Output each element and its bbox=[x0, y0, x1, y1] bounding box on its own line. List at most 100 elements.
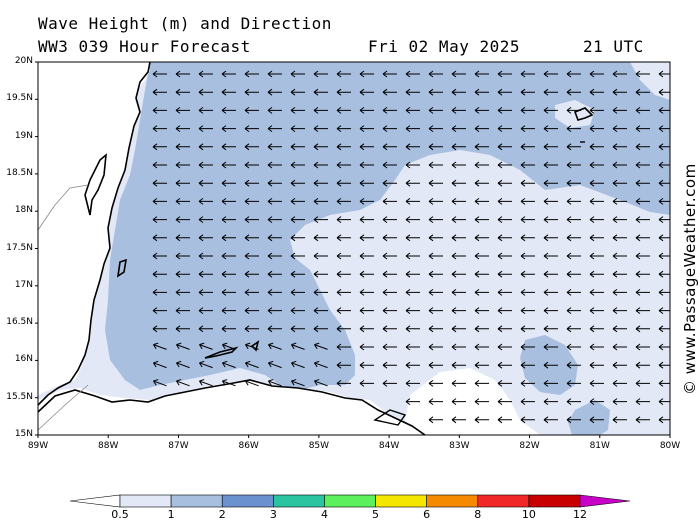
colorbar-label: 10 bbox=[521, 508, 536, 521]
wave-arrow bbox=[198, 143, 213, 151]
wave-arrow bbox=[612, 88, 627, 96]
wave-arrow bbox=[451, 107, 466, 114]
wave-arrow bbox=[244, 325, 259, 333]
wave-arrow bbox=[566, 234, 581, 242]
wave-arrow bbox=[244, 197, 259, 205]
wave-arrow bbox=[336, 88, 351, 96]
wave-arrow bbox=[543, 216, 558, 224]
wave-arrow bbox=[405, 252, 420, 260]
wave-arrow bbox=[589, 361, 604, 369]
wave-arrow bbox=[198, 270, 213, 278]
wave-arrow bbox=[612, 325, 627, 333]
colorbar-min-triangle bbox=[69, 494, 121, 508]
wave-arrow bbox=[221, 179, 236, 187]
wave-arrow bbox=[428, 416, 443, 424]
colorbar-label: 0.5 bbox=[111, 508, 129, 521]
wave-arrow bbox=[268, 360, 282, 369]
wave-arrow bbox=[543, 88, 558, 96]
colorbar-segment bbox=[170, 494, 223, 508]
wave-arrow bbox=[313, 252, 328, 260]
model-label: WW3 039 Hour Forecast bbox=[38, 37, 251, 56]
wave-arrow bbox=[359, 361, 374, 369]
wave-arrow bbox=[497, 307, 512, 315]
wave-arrow bbox=[405, 270, 420, 278]
wave-arrow bbox=[428, 252, 443, 260]
land-yucatan bbox=[38, 62, 150, 395]
wave-arrow bbox=[428, 197, 443, 205]
wave-arrow bbox=[382, 216, 397, 224]
wave-arrow bbox=[589, 88, 604, 96]
wave-arrow bbox=[152, 197, 167, 205]
wave-arrow bbox=[268, 379, 282, 387]
colorbar-label: 3 bbox=[269, 508, 277, 521]
wave-arrow bbox=[474, 270, 489, 278]
wave-arrow bbox=[152, 216, 167, 224]
wave-arrow bbox=[267, 307, 282, 315]
wave-arrow bbox=[175, 179, 190, 187]
wave-arrow bbox=[543, 343, 558, 351]
wave-arrow bbox=[497, 216, 512, 224]
wave-arrow bbox=[451, 234, 466, 242]
wave-arrow bbox=[198, 325, 213, 333]
wave-arrow bbox=[291, 360, 305, 369]
wave-arrow bbox=[290, 107, 305, 114]
colorbar-segment bbox=[119, 494, 172, 508]
wave-arrow bbox=[474, 398, 489, 406]
wave-arrow bbox=[267, 70, 282, 78]
wave-arrow bbox=[497, 197, 512, 205]
wave-arrow bbox=[543, 197, 558, 205]
wave-arrow bbox=[474, 216, 489, 224]
wave-arrow bbox=[290, 143, 305, 151]
wave-arrow bbox=[175, 125, 190, 133]
wave-arrow bbox=[658, 307, 670, 315]
wave-arrow bbox=[175, 325, 190, 333]
wave-arrow bbox=[451, 161, 466, 169]
colorbar-label: 12 bbox=[573, 508, 587, 521]
wave-arrow bbox=[221, 252, 236, 260]
island-mosquito-cays bbox=[373, 409, 407, 426]
wave-arrow bbox=[313, 307, 328, 315]
wave-arrow bbox=[589, 416, 604, 424]
wave-arrow bbox=[359, 379, 374, 387]
wave-arrow bbox=[314, 342, 328, 350]
wave-arrow bbox=[451, 379, 466, 387]
wave-arrow bbox=[291, 342, 305, 350]
wave-arrow bbox=[497, 361, 512, 369]
wave-arrow bbox=[428, 343, 443, 351]
wave-arrow bbox=[589, 216, 604, 224]
wave-arrow bbox=[405, 361, 420, 369]
wave-arrow bbox=[428, 179, 443, 187]
wave-arrow bbox=[658, 161, 670, 169]
wave-arrow bbox=[612, 416, 627, 424]
wave-arrow bbox=[635, 143, 650, 151]
wave-arrow bbox=[198, 288, 213, 296]
wave-arrow bbox=[543, 361, 558, 369]
wave-arrow bbox=[451, 88, 466, 96]
wave-arrow bbox=[612, 179, 627, 187]
wave-arrow bbox=[635, 216, 650, 224]
wave-arrow bbox=[359, 325, 374, 333]
wave-band-1-2 bbox=[105, 62, 670, 390]
wave-arrow bbox=[566, 143, 581, 151]
wave-arrow bbox=[520, 143, 535, 151]
wave-arrow bbox=[543, 125, 558, 133]
wave-arrow bbox=[359, 125, 374, 133]
wave-arrow bbox=[244, 288, 259, 296]
wave-arrow bbox=[566, 179, 581, 187]
wave-arrow bbox=[474, 325, 489, 333]
wave-arrow bbox=[658, 343, 670, 351]
wave-arrow bbox=[405, 325, 420, 333]
wave-arrow bbox=[658, 88, 670, 96]
wave-arrow bbox=[497, 343, 512, 351]
wave-arrow bbox=[152, 70, 167, 78]
wave-arrow bbox=[152, 307, 167, 315]
wave-arrow bbox=[543, 143, 558, 151]
wave-arrow bbox=[497, 398, 512, 406]
wave-arrow bbox=[451, 143, 466, 151]
wave-arrow bbox=[635, 416, 650, 424]
wave-arrow bbox=[244, 88, 259, 96]
wave-arrow bbox=[451, 416, 466, 424]
wave-arrow bbox=[244, 270, 259, 278]
wave-arrow bbox=[405, 88, 420, 96]
